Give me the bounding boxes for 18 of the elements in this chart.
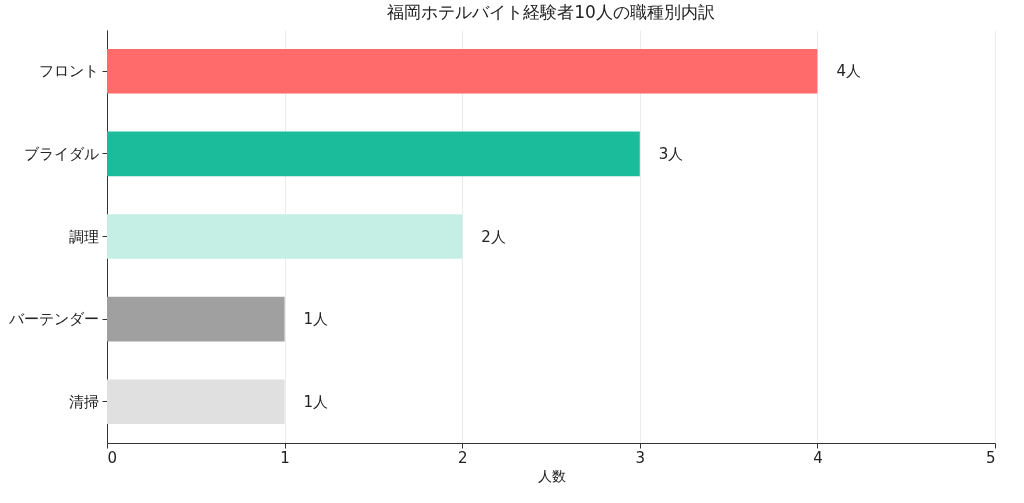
x-tick-label: 5 (985, 448, 996, 467)
y-tick-label: 調理 (68, 227, 99, 246)
chart-title: 福岡ホテルバイト経験者10人の職種別内訳 (387, 2, 715, 22)
data-label: 1人 (303, 310, 329, 329)
x-tick-label: 3 (635, 448, 646, 467)
data-label: 2人 (481, 227, 506, 246)
x-tick-label: 2 (457, 448, 468, 467)
x-tick-label: 4 (813, 448, 823, 467)
y-tick-label: フロント (38, 62, 99, 81)
y-tick-label: バーテンダー (7, 310, 99, 329)
x-tick-label: 1 (280, 448, 290, 467)
y-tick-label: ブライダル (23, 144, 99, 163)
x-axis-title: 人数 (537, 467, 566, 484)
data-label: 3人 (658, 144, 684, 163)
y-tick-label: 清掃 (68, 392, 99, 411)
x-tick-label: 0 (107, 448, 118, 467)
data-label: 1人 (303, 392, 329, 411)
data-label: 4人 (836, 62, 861, 81)
